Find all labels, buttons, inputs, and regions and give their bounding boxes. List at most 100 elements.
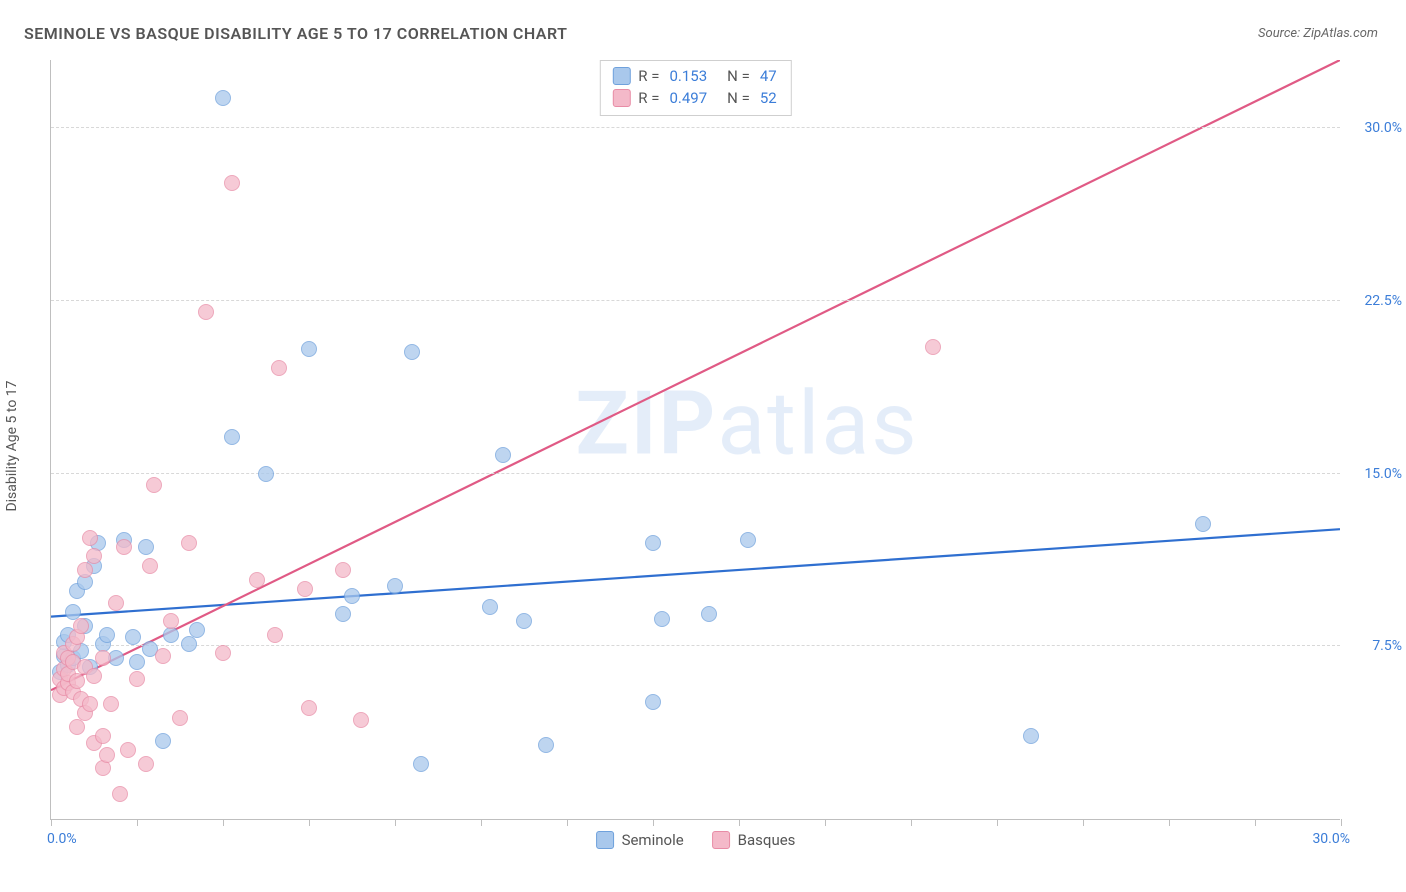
data-point bbox=[95, 728, 111, 744]
data-point bbox=[335, 606, 351, 622]
x-tick bbox=[1083, 819, 1084, 826]
x-tick bbox=[1169, 819, 1170, 826]
legend-item-basques: Basques bbox=[712, 831, 796, 849]
data-point bbox=[538, 737, 554, 753]
gridline bbox=[51, 127, 1340, 128]
watermark: ZIPatlas bbox=[575, 373, 918, 476]
data-point bbox=[495, 447, 511, 463]
y-tick-label: 22.5% bbox=[1364, 293, 1402, 309]
legend-row-seminole: R = 0.153 N = 47 bbox=[612, 65, 778, 87]
data-point bbox=[82, 696, 98, 712]
x-axis-max-label: 30.0% bbox=[1312, 831, 1350, 847]
x-tick bbox=[653, 819, 654, 826]
data-point bbox=[138, 539, 154, 555]
data-point bbox=[215, 645, 231, 661]
x-tick bbox=[395, 819, 396, 826]
y-tick-label: 7.5% bbox=[1372, 638, 1402, 654]
data-point bbox=[95, 650, 111, 666]
data-point bbox=[86, 548, 102, 564]
data-point bbox=[516, 613, 532, 629]
data-point bbox=[482, 599, 498, 615]
gridline bbox=[51, 645, 1340, 646]
data-point bbox=[163, 613, 179, 629]
y-tick-label: 30.0% bbox=[1364, 120, 1402, 136]
data-point bbox=[189, 622, 205, 638]
data-point bbox=[301, 341, 317, 357]
data-point bbox=[86, 668, 102, 684]
legend-item-seminole: Seminole bbox=[596, 831, 684, 849]
swatch-seminole bbox=[612, 67, 630, 85]
data-point bbox=[271, 360, 287, 376]
chart-title: SEMINOLE VS BASQUE DISABILITY AGE 5 TO 1… bbox=[24, 24, 567, 43]
data-point bbox=[138, 756, 154, 772]
data-point bbox=[95, 760, 111, 776]
data-point bbox=[224, 175, 240, 191]
series-legend: Seminole Basques bbox=[596, 831, 796, 849]
data-point bbox=[120, 742, 136, 758]
data-point bbox=[73, 618, 89, 634]
data-point bbox=[129, 654, 145, 670]
swatch-basques-bottom bbox=[712, 831, 730, 849]
data-point bbox=[125, 629, 141, 645]
data-point bbox=[645, 694, 661, 710]
data-point bbox=[163, 627, 179, 643]
data-point bbox=[99, 747, 115, 763]
data-point bbox=[740, 532, 756, 548]
x-tick bbox=[481, 819, 482, 826]
data-point bbox=[1023, 728, 1039, 744]
data-point bbox=[112, 786, 128, 802]
data-point bbox=[224, 429, 240, 445]
data-point bbox=[69, 719, 85, 735]
data-point bbox=[116, 539, 132, 555]
x-tick bbox=[51, 819, 52, 826]
gridline bbox=[51, 473, 1340, 474]
data-point bbox=[404, 344, 420, 360]
chart-container: SEMINOLE VS BASQUE DISABILITY AGE 5 TO 1… bbox=[0, 0, 1406, 892]
data-point bbox=[155, 733, 171, 749]
data-point bbox=[198, 304, 214, 320]
data-point bbox=[267, 627, 283, 643]
data-point bbox=[77, 562, 93, 578]
x-axis-origin-label: 0.0% bbox=[47, 831, 77, 847]
data-point bbox=[925, 339, 941, 355]
x-tick bbox=[309, 819, 310, 826]
legend-row-basques: R = 0.497 N = 52 bbox=[612, 87, 778, 109]
data-point bbox=[701, 606, 717, 622]
data-point bbox=[249, 572, 265, 588]
data-point bbox=[301, 700, 317, 716]
x-tick bbox=[223, 819, 224, 826]
data-point bbox=[654, 611, 670, 627]
plot-area: ZIPatlas R = 0.153 N = 47 R = 0.497 N = … bbox=[50, 60, 1340, 820]
data-point bbox=[258, 466, 274, 482]
data-point bbox=[82, 530, 98, 546]
swatch-basques bbox=[612, 89, 630, 107]
data-point bbox=[69, 673, 85, 689]
data-point bbox=[142, 558, 158, 574]
source-attribution: Source: ZipAtlas.com bbox=[1258, 26, 1378, 41]
data-point bbox=[1195, 516, 1211, 532]
x-tick bbox=[997, 819, 998, 826]
data-point bbox=[335, 562, 351, 578]
data-point bbox=[103, 696, 119, 712]
data-point bbox=[146, 477, 162, 493]
data-point bbox=[353, 712, 369, 728]
x-tick bbox=[825, 819, 826, 826]
x-tick bbox=[739, 819, 740, 826]
data-point bbox=[181, 535, 197, 551]
x-tick bbox=[1255, 819, 1256, 826]
swatch-seminole-bottom bbox=[596, 831, 614, 849]
correlation-legend: R = 0.153 N = 47 R = 0.497 N = 52 bbox=[599, 60, 791, 116]
x-tick bbox=[1341, 819, 1342, 826]
data-point bbox=[387, 578, 403, 594]
x-tick bbox=[567, 819, 568, 826]
data-point bbox=[129, 671, 145, 687]
data-point bbox=[413, 756, 429, 772]
data-point bbox=[172, 710, 188, 726]
data-point bbox=[215, 90, 231, 106]
y-tick-label: 15.0% bbox=[1364, 466, 1402, 482]
gridline bbox=[51, 300, 1340, 301]
x-tick bbox=[911, 819, 912, 826]
y-axis-label: Disability Age 5 to 17 bbox=[4, 380, 20, 511]
x-tick bbox=[137, 819, 138, 826]
data-point bbox=[344, 588, 360, 604]
